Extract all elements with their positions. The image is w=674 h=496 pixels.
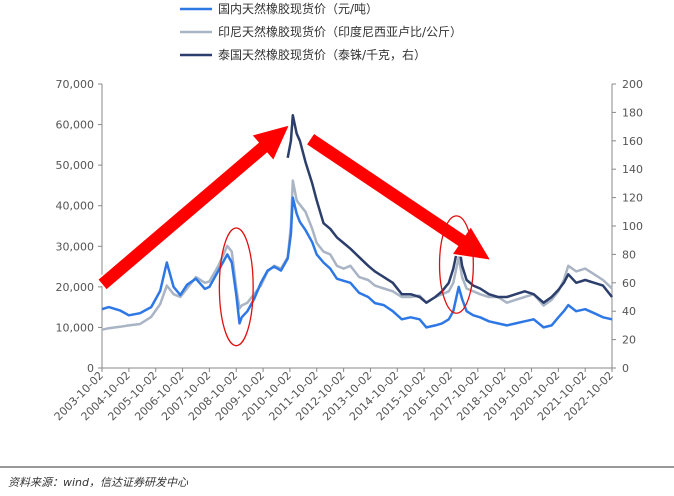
y-right-tick-label: 20 [622,334,636,347]
y-left-tick-label: 40,000 [56,200,95,213]
y-right-tick-label: 40 [622,305,636,318]
series-line-0 [101,196,613,329]
highlight-ellipse-3 [438,215,474,314]
y-left-tick-label: 30,000 [56,240,95,253]
y-right-tick-label: 80 [622,248,636,261]
highlight-ellipse-2 [218,227,254,347]
legend-label-thailand: 泰国天然橡胶现货价（泰铢/千克，右） [218,47,426,62]
annotations [96,123,493,347]
trend-arrow-0 [96,123,292,292]
legend-label-domestic: 国内天然橡胶现货价（元/吨） [218,1,378,16]
y-right-tick-label: 120 [622,192,643,205]
trend-arrow-1 [305,131,493,262]
y-left-tick-label: 50,000 [56,159,95,172]
y-right-tick-label: 60 [622,277,636,290]
y-left-tick-label: 20,000 [56,281,95,294]
legend-label-indonesia: 印尼天然橡胶现货价（印度尼西亚卢比/公斤） [218,24,462,39]
series-line-1 [101,179,613,331]
series-line-2 [286,113,613,304]
y-left-tick-label: 0 [87,362,94,375]
y-right-tick-label: 0 [622,362,629,375]
y-left-tick-label: 10,000 [56,321,95,334]
source-note: 资料来源：wind，信达证券研发中心 [8,476,189,489]
y-left-tick-label: 60,000 [56,119,95,132]
y-right-tick-label: 140 [622,163,643,176]
y-right-tick-label: 160 [622,135,643,148]
y-left-tick-label: 70,000 [56,78,95,91]
legend: 国内天然橡胶现货价（元/吨） 印尼天然橡胶现货价（印度尼西亚卢比/公斤） 泰国天… [180,1,462,62]
axes: 0 10,000 20,000 30,000 40,000 50,000 60,000 70,… [52,78,643,423]
y-right-tick-label: 180 [622,106,643,119]
y-right-tick-label: 200 [622,78,643,91]
y-right-tick-label: 100 [622,220,643,233]
